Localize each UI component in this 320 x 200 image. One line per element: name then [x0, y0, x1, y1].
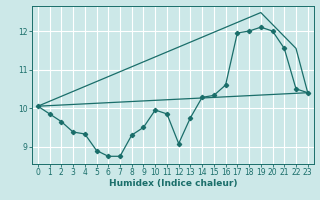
- X-axis label: Humidex (Indice chaleur): Humidex (Indice chaleur): [108, 179, 237, 188]
